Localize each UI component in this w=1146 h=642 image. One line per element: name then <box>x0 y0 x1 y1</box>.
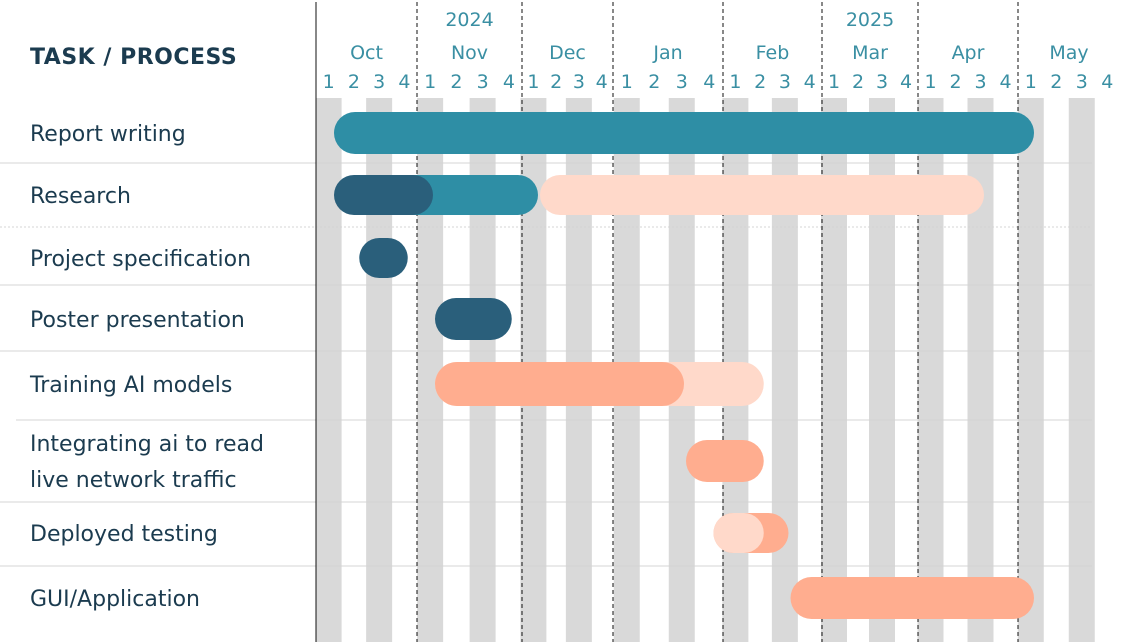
month-label: Nov <box>451 42 488 64</box>
week-label: 4 <box>1101 71 1113 93</box>
task-bar <box>334 112 1034 154</box>
task-bar <box>790 577 1034 619</box>
task-bar <box>713 513 764 553</box>
week-column <box>1068 98 1095 642</box>
week-label: 1 <box>527 71 539 93</box>
task-label: Research <box>30 184 131 209</box>
task-label: Training AI models <box>29 373 232 398</box>
task-label: Deployed testing <box>30 522 218 547</box>
task-label: GUI/Application <box>30 587 200 612</box>
week-column <box>315 98 342 642</box>
task-bar <box>435 298 512 340</box>
task-label: Report writing <box>30 122 186 147</box>
week-column <box>1017 98 1044 642</box>
task-bar <box>540 175 984 215</box>
task-label: Poster presentation <box>30 308 245 333</box>
task-bars <box>334 112 1034 619</box>
chart-title: TASK / PROCESS <box>30 45 237 70</box>
month-label: Apr <box>952 42 985 64</box>
task-bar <box>435 362 684 406</box>
week-label: 4 <box>804 71 816 93</box>
week-label: 3 <box>1076 71 1088 93</box>
week-label: 4 <box>398 71 410 93</box>
week-label: 2 <box>648 71 660 93</box>
week-label: 1 <box>828 71 840 93</box>
week-label: 4 <box>900 71 912 93</box>
task-bar <box>359 238 408 278</box>
week-label: 1 <box>924 71 936 93</box>
week-label: 2 <box>450 71 462 93</box>
month-dividers <box>315 2 1019 642</box>
week-label: 3 <box>676 71 688 93</box>
week-label: 1 <box>729 71 741 93</box>
task-labels: Report writing Research Project specificat… <box>29 122 264 612</box>
week-label: 3 <box>477 71 489 93</box>
week-label: 4 <box>703 71 715 93</box>
week-label: 4 <box>596 71 608 93</box>
month-label: Oct <box>350 42 383 64</box>
week-label: 3 <box>876 71 888 93</box>
task-label: Integrating ai to read live network traff… <box>30 432 264 493</box>
week-label: 3 <box>974 71 986 93</box>
week-label: 3 <box>573 71 585 93</box>
row-separators <box>0 162 1092 567</box>
week-label: 3 <box>779 71 791 93</box>
week-label: 2 <box>754 71 766 93</box>
task-bar <box>334 175 433 215</box>
week-label: 1 <box>323 71 335 93</box>
week-label: 4 <box>503 71 515 93</box>
task-label: Project specification <box>30 247 251 272</box>
week-label: 2 <box>852 71 864 93</box>
month-label: Mar <box>852 42 888 64</box>
week-label: 2 <box>550 71 562 93</box>
week-label: 1 <box>424 71 436 93</box>
week-label: 1 <box>621 71 633 93</box>
month-label: Dec <box>549 42 586 64</box>
week-label: 4 <box>999 71 1011 93</box>
week-label: 2 <box>1050 71 1062 93</box>
month-label: Jan <box>652 42 682 64</box>
month-label: Feb <box>756 42 790 64</box>
week-label: 2 <box>949 71 961 93</box>
week-label: 3 <box>373 71 385 93</box>
week-label: 1 <box>1025 71 1037 93</box>
year-label: 2024 <box>445 9 493 31</box>
week-label: 2 <box>348 71 360 93</box>
month-label: May <box>1049 42 1088 64</box>
year-label: 2025 <box>846 9 894 31</box>
task-bar <box>686 440 764 482</box>
